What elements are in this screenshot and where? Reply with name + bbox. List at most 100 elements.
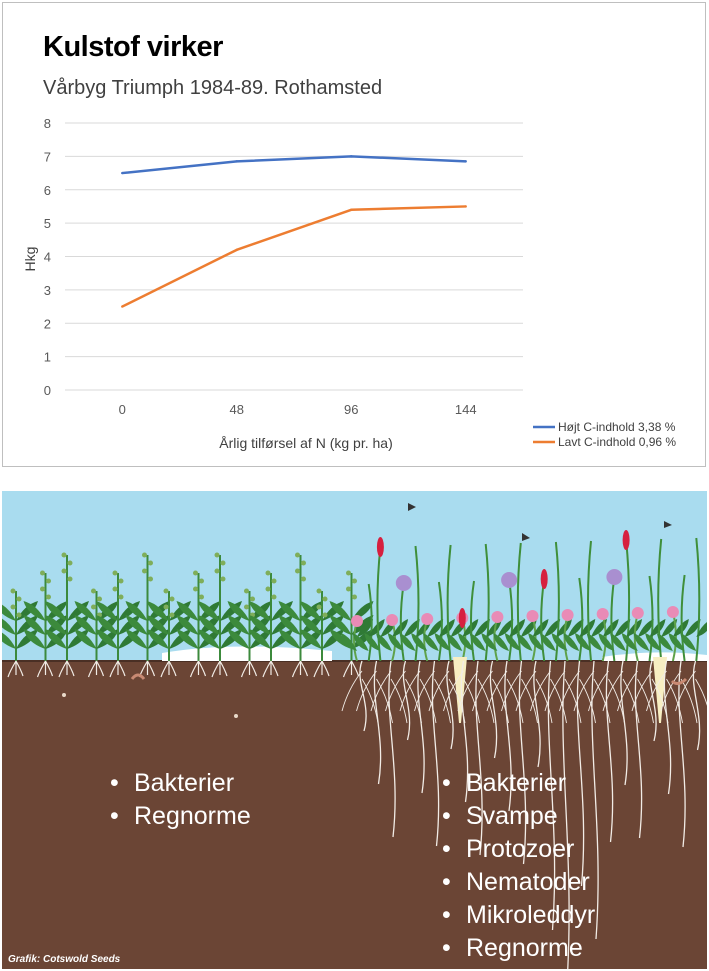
legend-label: Højt C-indhold 3,38 % <box>558 420 676 434</box>
series-1-point <box>121 171 124 175</box>
cover-crop-plant <box>458 580 490 662</box>
cover-crop-plant <box>481 611 514 662</box>
cover-crop-plant <box>504 542 537 662</box>
series-2-point <box>235 248 238 252</box>
cover-crop-plant <box>633 575 666 662</box>
cover-crop-plant <box>645 538 678 662</box>
x-tick-label: 96 <box>344 402 358 417</box>
legend-label: Lavt C-indhold 0,96 % <box>558 435 676 449</box>
list-item-text: Nematoder <box>466 868 590 896</box>
plant-root <box>602 660 640 786</box>
soil-background <box>2 661 707 969</box>
y-tick-label: 1 <box>44 350 51 365</box>
list-item: • Protozoer <box>442 833 595 866</box>
legend: Højt C-indhold 3,38 %Lavt C-indhold 0,96… <box>533 420 676 449</box>
list-item-text: Regnorme <box>134 802 251 830</box>
plant-root <box>457 660 495 856</box>
bullet-icon: • <box>442 802 451 830</box>
cover-crop-plant <box>422 581 455 662</box>
cover-crop-plant <box>528 569 561 662</box>
list-item: • Bakterier <box>442 767 595 800</box>
left-organism-list: • Bakterier • Regnorme <box>110 767 251 833</box>
chart-title: Kulstof virker <box>43 31 223 63</box>
earthworm-icon <box>130 673 146 680</box>
plant-root <box>443 660 480 803</box>
chart-panel: 0 1 2 3 4 5 6 7 8 0 48 96 144 Årlig tilførsel af N (… <box>2 2 706 467</box>
list-item-text: Svampe <box>466 802 558 830</box>
cover-crop-plant <box>341 615 373 662</box>
list-item: • Mikroleddyr <box>442 899 595 932</box>
bullet-icon: • <box>110 769 119 797</box>
insect-icon <box>408 503 416 511</box>
seed-icon <box>62 693 66 697</box>
cover-crop-plant <box>493 572 526 662</box>
list-item: • Regnorme <box>442 932 595 965</box>
bullet-icon: • <box>442 835 451 863</box>
x-tick-label: 48 <box>230 402 244 417</box>
x-axis-label: Årlig tilførsel af N (kg pr. ha) <box>219 435 393 451</box>
cover-crop-plant <box>680 537 707 662</box>
y-tick-label: 4 <box>44 250 51 265</box>
series-2-point <box>464 205 467 208</box>
cover-crop-plant <box>586 608 619 662</box>
list-item: • Bakterier <box>110 767 251 800</box>
snow-patch-right <box>602 652 707 661</box>
list-item: • Regnorme <box>110 800 251 833</box>
series-line-1 <box>122 155 466 175</box>
series-2-point <box>350 208 353 211</box>
series-1-point <box>235 160 238 163</box>
earthworm-icon <box>670 677 688 686</box>
y-tick-label: 3 <box>44 283 51 298</box>
plant-root <box>486 660 524 812</box>
y-tick-label: 7 <box>44 149 51 164</box>
bullet-icon: • <box>442 934 451 962</box>
y-axis-label: Hkg <box>22 247 38 272</box>
chart-subtitle: Vårbyg Triumph 1984-89. Rothamsted <box>43 77 383 99</box>
list-item-text: Protozoer <box>466 835 575 863</box>
plant-root <box>370 660 408 838</box>
list-item-text: Bakterier <box>134 769 235 797</box>
cover-crop-plant <box>575 540 607 662</box>
cover-crop-plant <box>469 543 502 662</box>
plant-root <box>675 660 707 751</box>
bullet-icon: • <box>442 901 451 929</box>
taproot <box>453 657 467 723</box>
list-item-text: Bakterier <box>466 769 567 797</box>
insect-icon <box>664 521 672 528</box>
plant-root <box>414 660 451 847</box>
y-tick-label: 0 <box>44 383 51 398</box>
seed-icon <box>234 714 238 718</box>
cover-crop-plant <box>352 583 385 662</box>
list-item: • Nematoder <box>442 866 595 899</box>
list-item-text: Regnorme <box>466 934 583 962</box>
y-tick-label: 6 <box>44 183 51 198</box>
plant-root <box>573 660 611 940</box>
plant-root <box>356 660 393 785</box>
cover-crop-plant <box>621 607 654 662</box>
crop-plant <box>329 570 374 678</box>
right-organism-list: • Bakterier • Svampe • Protozoer • Nematoder • Mi… <box>442 767 595 965</box>
crop-plant <box>45 552 89 678</box>
plant-root <box>515 660 553 768</box>
cover-crop-plant <box>539 541 572 662</box>
series-1-point <box>464 160 467 163</box>
y-tick-label: 2 <box>44 316 51 331</box>
series-2-point <box>121 305 124 308</box>
x-tick-label: 144 <box>455 402 477 417</box>
cover-crop-plant <box>563 577 596 662</box>
list-item: • Svampe <box>442 800 595 833</box>
list-item-text: Mikroleddyr <box>466 901 596 929</box>
cover-crop-plant <box>411 613 444 662</box>
cover-crop-plant <box>656 606 689 662</box>
crop-plant <box>198 552 242 678</box>
bullet-icon: • <box>442 769 451 797</box>
snow-patch <box>162 646 332 661</box>
y-tick-label: 5 <box>44 216 51 231</box>
cover-crop-plant <box>610 530 643 662</box>
bullet-icon: • <box>110 802 119 830</box>
plant-root <box>559 660 596 887</box>
x-tick-label: 0 <box>119 402 126 417</box>
cover-crop-plant <box>364 537 397 662</box>
taproot <box>653 657 667 723</box>
series-line-2 <box>121 205 466 308</box>
